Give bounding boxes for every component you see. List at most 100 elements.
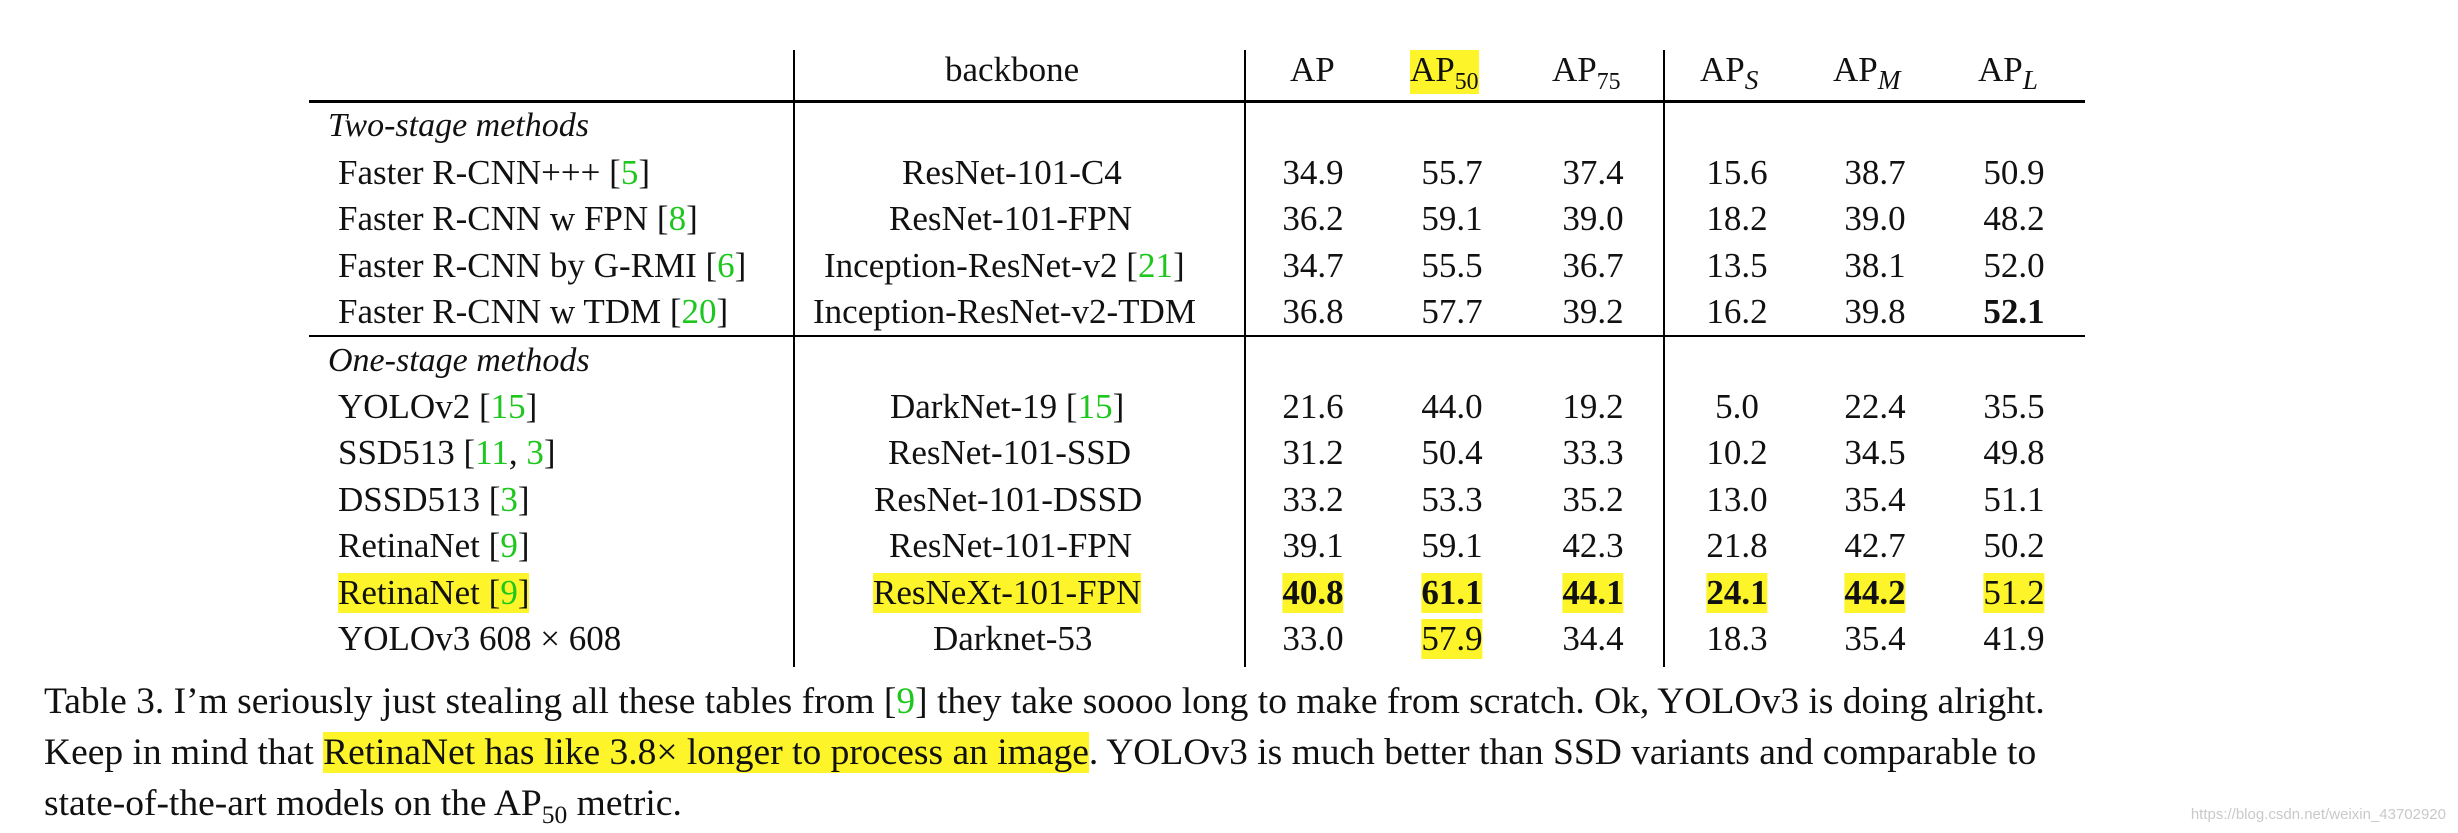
method-cell: DSSD513 [3] bbox=[338, 480, 530, 519]
metric-value: 35.4 bbox=[1844, 619, 1906, 658]
metric-value: 52.0 bbox=[1983, 246, 2045, 285]
metric-value: 39.2 bbox=[1562, 292, 1624, 331]
metric-value: 16.2 bbox=[1706, 292, 1768, 331]
backbone-cell: ResNeXt-101-FPN bbox=[873, 573, 1142, 613]
metric-value: 59.1 bbox=[1421, 526, 1483, 565]
metric-value: 21.6 bbox=[1282, 387, 1344, 426]
citation-link[interactable]: 20 bbox=[681, 292, 717, 331]
citation-link[interactable]: 3 bbox=[526, 433, 544, 472]
section-title-one-stage: One-stage methods bbox=[328, 342, 590, 379]
citation-link[interactable]: 8 bbox=[668, 199, 687, 238]
metric-value: 51.2 bbox=[1983, 573, 2045, 613]
metric-value: 34.9 bbox=[1282, 153, 1344, 192]
metric-value: 51.1 bbox=[1983, 480, 2045, 519]
header-aps: APS bbox=[1700, 50, 1759, 95]
metric-value: 39.1 bbox=[1282, 526, 1344, 565]
metric-value: 22.4 bbox=[1844, 387, 1906, 426]
backbone-cell: ResNet-101-FPN bbox=[889, 526, 1133, 565]
method-cell: RetinaNet [9] bbox=[338, 573, 530, 613]
metric-value: 10.2 bbox=[1706, 433, 1768, 472]
metric-value: 48.2 bbox=[1983, 199, 2045, 238]
header-backbone: backbone bbox=[945, 50, 1080, 89]
method-cell: Faster R-CNN w TDM [20] bbox=[338, 292, 729, 331]
metric-value: 13.0 bbox=[1706, 480, 1768, 519]
citation-link[interactable]: 9 bbox=[896, 681, 916, 722]
table-top-rule bbox=[309, 100, 2085, 103]
metric-value: 34.4 bbox=[1562, 619, 1624, 658]
metric-value: 57.7 bbox=[1421, 292, 1483, 331]
method-cell: Faster R-CNN w FPN [8] bbox=[338, 199, 698, 238]
metric-value: 44.2 bbox=[1844, 573, 1906, 613]
citation-link[interactable]: 9 bbox=[500, 526, 518, 565]
method-cell: Faster R-CNN by G-RMI [6] bbox=[338, 246, 747, 285]
metric-value: 18.3 bbox=[1706, 619, 1768, 658]
header-apm: APM bbox=[1833, 50, 1901, 95]
metric-value: 50.4 bbox=[1421, 433, 1483, 472]
header-ap: AP bbox=[1290, 50, 1335, 89]
method-cell: Faster R-CNN+++ [5] bbox=[338, 153, 650, 192]
metric-value: 31.2 bbox=[1282, 433, 1344, 472]
header-ap50: AP50 bbox=[1410, 50, 1479, 95]
metric-value: 37.4 bbox=[1562, 153, 1624, 192]
metric-value: 36.8 bbox=[1282, 292, 1344, 331]
metric-value: 38.7 bbox=[1844, 153, 1906, 192]
metric-value: 49.8 bbox=[1983, 433, 2045, 472]
metric-value: 42.3 bbox=[1562, 526, 1624, 565]
metric-value: 39.0 bbox=[1562, 199, 1624, 238]
citation-link[interactable]: 5 bbox=[620, 153, 639, 192]
citation-link[interactable]: 6 bbox=[717, 246, 735, 285]
metric-value: 35.2 bbox=[1562, 480, 1624, 519]
citation-link[interactable]: 21 bbox=[1137, 246, 1173, 285]
metric-value: 44.0 bbox=[1421, 387, 1483, 426]
metric-value: 39.0 bbox=[1844, 199, 1906, 238]
metric-value: 15.6 bbox=[1706, 153, 1768, 192]
method-cell: SSD513 [11, 3] bbox=[338, 433, 556, 472]
backbone-cell: ResNet-101-C4 bbox=[902, 153, 1122, 192]
metric-value: 41.9 bbox=[1983, 619, 2045, 658]
metric-value: 18.2 bbox=[1706, 199, 1768, 238]
citation-link[interactable]: 9 bbox=[500, 573, 518, 612]
section-title-two-stage: Two-stage methods bbox=[328, 107, 589, 144]
watermark: https://blog.csdn.net/weixin_43702920 bbox=[2190, 806, 2446, 823]
citation-link[interactable]: 11 bbox=[475, 433, 509, 472]
citation-link[interactable]: 3 bbox=[500, 480, 518, 519]
method-cell: RetinaNet [9] bbox=[338, 526, 530, 565]
metric-value: 52.1 bbox=[1983, 292, 2045, 331]
metric-value: 55.7 bbox=[1421, 153, 1483, 192]
col-divider-2 bbox=[1244, 50, 1246, 667]
metric-value: 44.1 bbox=[1562, 573, 1624, 613]
table-mid-rule bbox=[309, 335, 2085, 337]
metric-value: 36.2 bbox=[1282, 199, 1344, 238]
metric-value: 34.5 bbox=[1844, 433, 1906, 472]
header-ap75: AP75 bbox=[1552, 50, 1621, 95]
caption-line-2: Keep in mind that RetinaNet has like 3.8… bbox=[44, 732, 2037, 773]
metric-value: 36.7 bbox=[1562, 246, 1624, 285]
backbone-cell: Inception-ResNet-v2-TDM bbox=[813, 292, 1196, 331]
backbone-cell: DarkNet-19 [15] bbox=[890, 387, 1125, 426]
metric-value: 39.8 bbox=[1844, 292, 1906, 331]
metric-value: 59.1 bbox=[1421, 199, 1483, 238]
metric-value: 40.8 bbox=[1282, 573, 1344, 613]
backbone-cell: ResNet-101-SSD bbox=[888, 433, 1132, 472]
caption-line-3: state-of-the-art models on the AP50 metr… bbox=[44, 783, 682, 830]
metric-value: 34.7 bbox=[1282, 246, 1344, 285]
col-divider-1 bbox=[793, 50, 795, 667]
citation-link[interactable]: 15 bbox=[490, 387, 526, 426]
metric-value: 5.0 bbox=[1715, 387, 1759, 426]
metric-value: 24.1 bbox=[1706, 573, 1768, 613]
metric-value: 50.2 bbox=[1983, 526, 2045, 565]
citation-link[interactable]: 15 bbox=[1077, 387, 1113, 426]
caption-line-1: Table 3. I’m seriously just stealing all… bbox=[44, 681, 2045, 722]
metric-value: 21.8 bbox=[1706, 526, 1768, 565]
metric-value: 61.1 bbox=[1421, 573, 1483, 613]
method-cell: YOLOv3 608 × 608 bbox=[338, 619, 622, 658]
metric-value: 33.0 bbox=[1282, 619, 1344, 658]
metric-value: 35.5 bbox=[1983, 387, 2045, 426]
col-divider-3 bbox=[1663, 50, 1665, 667]
metric-value: 19.2 bbox=[1562, 387, 1624, 426]
method-cell: YOLOv2 [15] bbox=[338, 387, 538, 426]
metric-value: 13.5 bbox=[1706, 246, 1768, 285]
metric-value: 35.4 bbox=[1844, 480, 1906, 519]
backbone-cell: ResNet-101-DSSD bbox=[874, 480, 1143, 519]
metric-value: 33.2 bbox=[1282, 480, 1344, 519]
